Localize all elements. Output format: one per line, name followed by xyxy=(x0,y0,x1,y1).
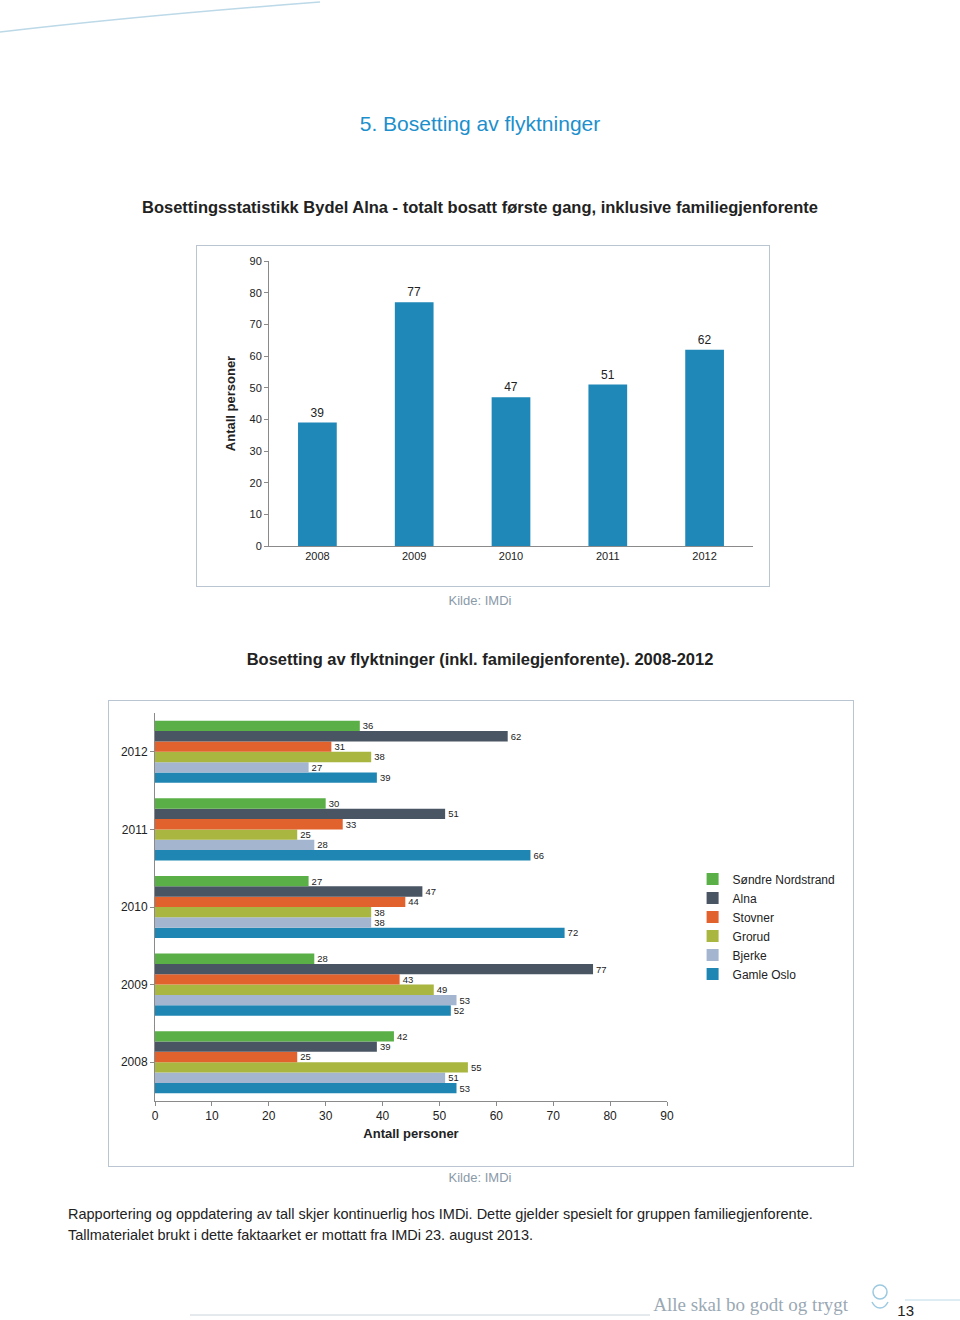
svg-text:Alna: Alna xyxy=(733,892,757,906)
svg-text:2009: 2009 xyxy=(121,978,148,992)
html-text:Kilde: IMDi: Kilde: IMDi xyxy=(448,1170,512,1185)
svg-text:25: 25 xyxy=(300,829,311,840)
svg-text:38: 38 xyxy=(374,907,385,918)
svg-text:20: 20 xyxy=(250,477,262,489)
svg-text:47: 47 xyxy=(425,886,436,897)
svg-text:Bjerke: Bjerke xyxy=(733,949,767,963)
html-text:Bosettingsstatistikk Bydel Aln: Bosettingsstatistikk Bydel Alna - totalt… xyxy=(142,198,818,216)
svg-text:44: 44 xyxy=(408,896,419,907)
svg-text:55: 55 xyxy=(471,1062,482,1073)
svg-text:0: 0 xyxy=(256,540,262,552)
html-text:Tallmaterialet brukt i dette f: Tallmaterialet brukt i dette faktaarket … xyxy=(68,1227,533,1243)
svg-text:51: 51 xyxy=(448,808,459,819)
svg-text:10: 10 xyxy=(205,1109,219,1123)
svg-text:25: 25 xyxy=(300,1051,311,1062)
svg-text:Søndre Nordstrand: Søndre Nordstrand xyxy=(733,873,835,887)
svg-text:62: 62 xyxy=(511,731,522,742)
svg-text:Grorud: Grorud xyxy=(733,930,770,944)
svg-text:30: 30 xyxy=(319,1109,333,1123)
svg-text:30: 30 xyxy=(329,798,340,809)
svg-text:0: 0 xyxy=(152,1109,159,1123)
svg-text:40: 40 xyxy=(250,413,262,425)
svg-text:51: 51 xyxy=(601,368,615,382)
svg-text:60: 60 xyxy=(490,1109,504,1123)
svg-text:43: 43 xyxy=(403,974,414,985)
html-text:5. Bosetting av flyktninger: 5. Bosetting av flyktninger xyxy=(359,112,601,135)
svg-text:27: 27 xyxy=(312,876,323,887)
svg-text:47: 47 xyxy=(504,380,518,394)
html-text:Rapportering og oppdatering av: Rapportering og oppdatering av tall skje… xyxy=(68,1206,813,1222)
svg-text:2010: 2010 xyxy=(121,900,148,914)
svg-text:39: 39 xyxy=(311,406,325,420)
svg-text:49: 49 xyxy=(437,984,448,995)
svg-text:39: 39 xyxy=(380,1041,391,1052)
svg-text:2011: 2011 xyxy=(122,823,148,837)
svg-text:77: 77 xyxy=(407,285,421,299)
svg-text:53: 53 xyxy=(460,1083,471,1094)
svg-text:66: 66 xyxy=(533,850,544,861)
svg-text:Antall personer: Antall personer xyxy=(223,356,238,451)
svg-text:28: 28 xyxy=(317,953,328,964)
svg-text:38: 38 xyxy=(374,917,385,928)
svg-text:Antall personer: Antall personer xyxy=(363,1126,458,1141)
svg-text:2010: 2010 xyxy=(499,550,523,562)
svg-text:72: 72 xyxy=(568,927,579,938)
svg-text:53: 53 xyxy=(460,995,471,1006)
svg-text:2012: 2012 xyxy=(121,745,148,759)
svg-text:80: 80 xyxy=(603,1109,617,1123)
svg-text:51: 51 xyxy=(448,1072,459,1083)
svg-text:90: 90 xyxy=(250,255,262,267)
svg-text:10: 10 xyxy=(250,508,262,520)
svg-text:36: 36 xyxy=(363,720,374,731)
html-text:Alle skal bo godt og trygt: Alle skal bo godt og trygt xyxy=(653,1294,848,1315)
svg-text:60: 60 xyxy=(250,350,262,362)
svg-text:2011: 2011 xyxy=(596,550,620,562)
svg-text:40: 40 xyxy=(376,1109,390,1123)
svg-text:2009: 2009 xyxy=(402,550,426,562)
svg-text:62: 62 xyxy=(698,333,712,347)
svg-text:70: 70 xyxy=(547,1109,561,1123)
svg-text:Stovner: Stovner xyxy=(733,911,774,925)
svg-text:28: 28 xyxy=(317,839,328,850)
svg-text:33: 33 xyxy=(346,819,357,830)
svg-text:31: 31 xyxy=(334,741,345,752)
svg-text:38: 38 xyxy=(374,751,385,762)
html-text:Kilde: IMDi: Kilde: IMDi xyxy=(448,593,512,608)
svg-text:27: 27 xyxy=(312,762,323,773)
svg-text:42: 42 xyxy=(397,1031,408,1042)
svg-text:50: 50 xyxy=(250,382,262,394)
svg-text:2012: 2012 xyxy=(692,550,716,562)
html-text:13: 13 xyxy=(897,1302,914,1319)
svg-text:39: 39 xyxy=(380,772,391,783)
svg-text:30: 30 xyxy=(250,445,262,457)
svg-text:Gamle Oslo: Gamle Oslo xyxy=(733,968,797,982)
svg-text:52: 52 xyxy=(454,1005,465,1016)
svg-text:90: 90 xyxy=(660,1109,674,1123)
svg-text:70: 70 xyxy=(250,318,262,330)
svg-text:77: 77 xyxy=(596,964,607,975)
html-text:Bosetting av flyktninger (inkl: Bosetting av flyktninger (inkl. familegj… xyxy=(246,650,714,668)
svg-text:20: 20 xyxy=(262,1109,276,1123)
svg-text:80: 80 xyxy=(250,287,262,299)
svg-text:2008: 2008 xyxy=(305,550,329,562)
svg-text:2008: 2008 xyxy=(121,1055,148,1069)
svg-text:50: 50 xyxy=(433,1109,447,1123)
